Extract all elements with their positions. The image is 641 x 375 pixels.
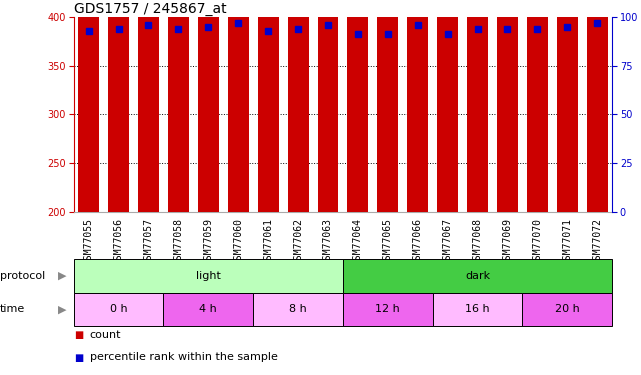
Bar [467,0,488,212]
Bar [74,292,163,326]
Bar [378,0,398,212]
Bar [198,0,219,212]
Bar [78,0,99,212]
Text: dark: dark [465,271,490,280]
Text: GSM77060: GSM77060 [233,218,243,265]
Bar [557,0,578,212]
Bar [253,292,343,326]
Text: 16 h: 16 h [465,304,490,314]
Bar [317,0,338,212]
Bar [343,292,433,326]
Bar [163,292,253,326]
Bar [433,292,522,326]
Text: GSM77066: GSM77066 [413,218,422,265]
Bar [587,0,608,212]
Bar [228,0,249,212]
Bar [347,0,369,212]
Text: GSM77072: GSM77072 [592,218,602,265]
Text: GSM77070: GSM77070 [533,218,542,265]
Text: GSM77059: GSM77059 [203,218,213,265]
Text: time: time [0,304,25,314]
Bar [108,0,129,212]
Bar [497,0,518,212]
Text: GSM77064: GSM77064 [353,218,363,265]
Bar [168,0,189,212]
Text: percentile rank within the sample: percentile rank within the sample [90,352,278,363]
Bar [527,0,548,212]
Bar [407,0,428,212]
Text: GSM77063: GSM77063 [323,218,333,265]
Text: GSM77057: GSM77057 [144,218,153,265]
Text: ▶: ▶ [58,304,66,314]
Text: protocol: protocol [0,271,46,280]
Text: 12 h: 12 h [376,304,400,314]
Text: 8 h: 8 h [289,304,307,314]
Text: count: count [90,330,121,340]
Text: 0 h: 0 h [110,304,128,314]
Bar [437,0,458,212]
Text: GSM77069: GSM77069 [503,218,512,265]
Text: ■: ■ [74,330,83,340]
Text: GSM77058: GSM77058 [174,218,183,265]
Bar [288,0,308,212]
Bar [138,0,159,212]
Text: GSM77068: GSM77068 [472,218,483,265]
Bar [258,0,279,212]
Text: 20 h: 20 h [555,304,579,314]
Text: GSM77056: GSM77056 [113,218,124,265]
Text: GSM77065: GSM77065 [383,218,393,265]
Text: GSM77061: GSM77061 [263,218,273,265]
Text: GSM77071: GSM77071 [562,218,572,265]
Text: 4 h: 4 h [199,304,217,314]
Bar [343,259,612,292]
Bar [522,292,612,326]
Text: light: light [196,271,221,280]
Text: ▶: ▶ [58,271,66,280]
Text: GSM77055: GSM77055 [84,218,94,265]
Text: ■: ■ [74,352,83,363]
Text: GDS1757 / 245867_at: GDS1757 / 245867_at [74,2,226,16]
Text: GSM77062: GSM77062 [293,218,303,265]
Text: GSM77067: GSM77067 [443,218,453,265]
Bar [74,259,343,292]
